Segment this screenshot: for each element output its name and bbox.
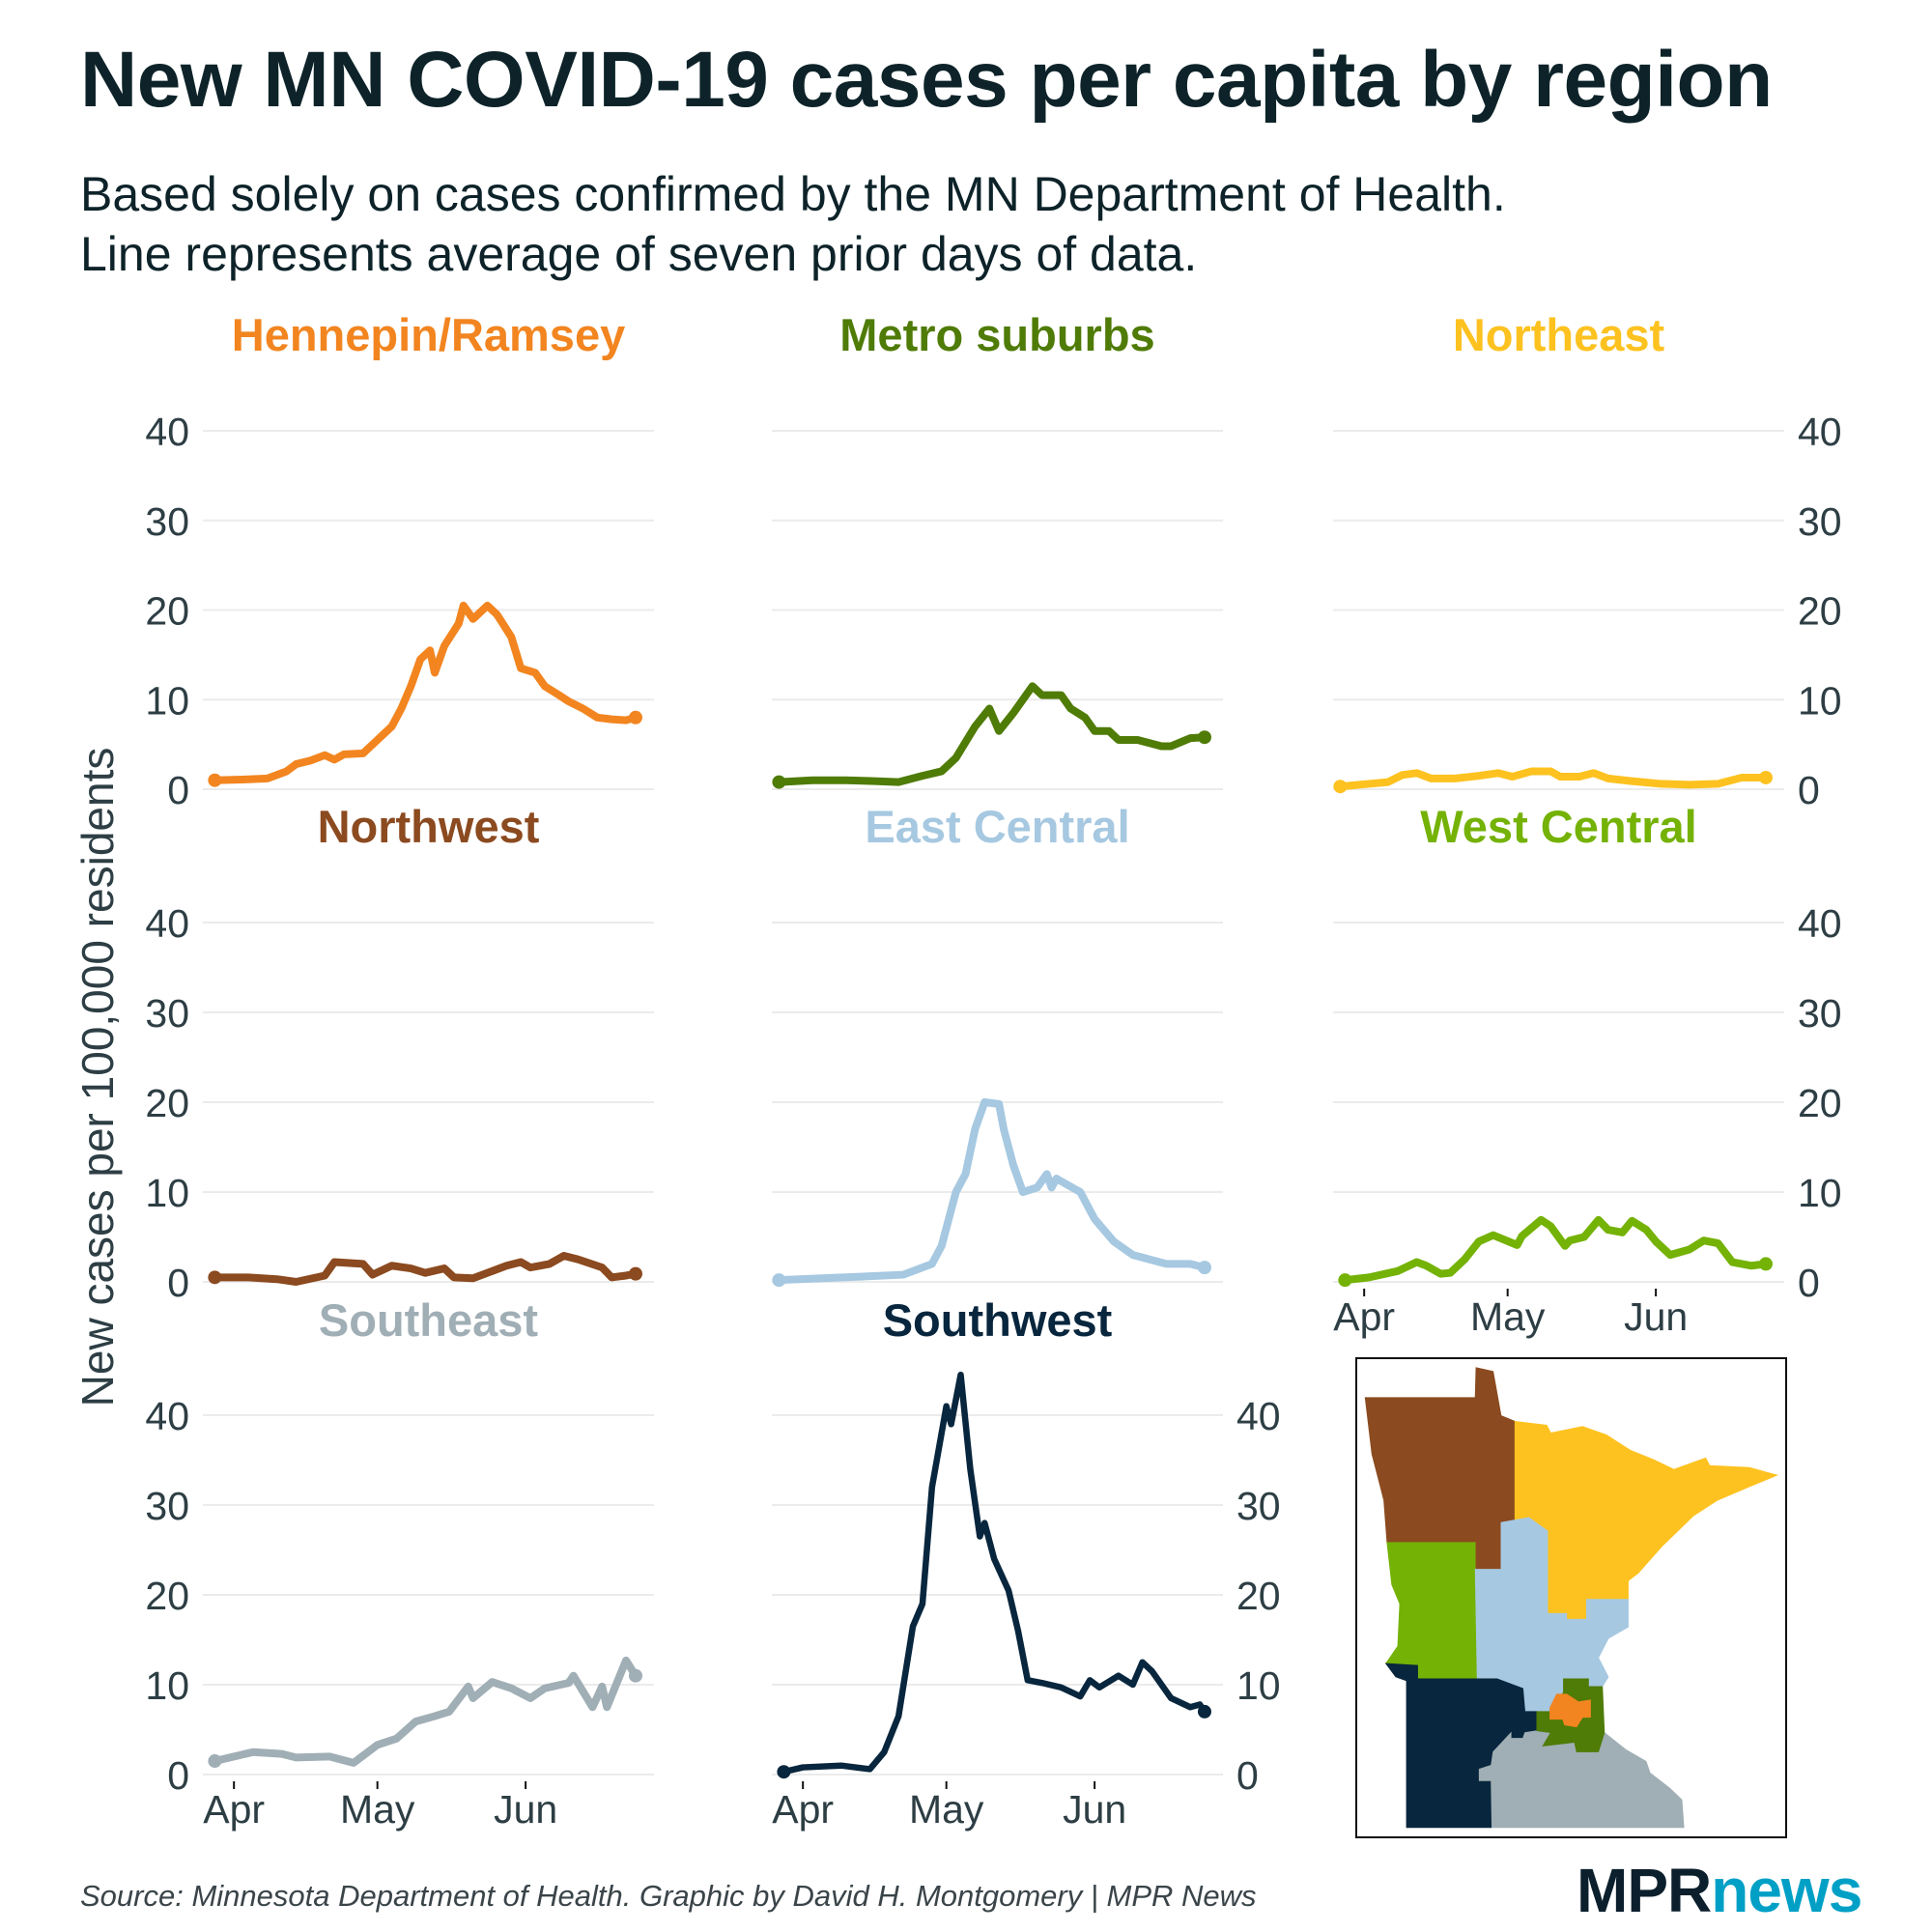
y-tick-label: 10 [145,1171,189,1215]
series-line [1341,1215,1770,1285]
panel-title: Northwest [318,801,540,852]
series-line [211,1656,639,1767]
region-map [1355,1357,1787,1838]
y-tick-label: 40 [1236,1394,1281,1438]
series-endpoint [772,1273,786,1288]
series-endpoint [1338,1273,1352,1288]
series-endpoint [1197,730,1211,745]
panel-west-central: West Central 0 10 20 30 40 Apr May Jun [1333,801,1842,1339]
panel-title: Hennepin/Ramsey [232,309,625,360]
y-tick-label: 0 [1798,1261,1820,1305]
y-tick-label: 20 [145,589,189,634]
panel-southeast: Southeast 0 10 20 30 40 Apr May Jun [145,1294,654,1832]
y-axis-label: New cases per 100,000 residents [72,748,123,1407]
y-tick-label: 30 [145,991,189,1036]
mpr-news-logo: MPRnews [1577,1855,1862,1926]
panel-title: Southwest [883,1294,1113,1346]
panel-hennepin-ramsey: Hennepin/Ramsey 0 10 20 30 40 [145,309,654,812]
panel-southwest: Southwest 0 10 20 30 40 Apr May Jun [772,1294,1281,1832]
series-endpoint [1197,1704,1211,1719]
series-endpoint [1197,1261,1211,1275]
y-tick-label: 20 [145,1574,189,1618]
x-tick-label: Jun [1063,1787,1126,1832]
logo-mpr: MPR [1577,1856,1712,1925]
y-tick-label: 20 [1798,1081,1842,1125]
series-line [211,601,639,784]
x-tick-label: Apr [203,1787,265,1832]
series-line [1336,767,1770,791]
x-tick-label: Jun [1624,1294,1688,1339]
panel-east-central: East Central [772,801,1223,1288]
series-endpoint [208,773,222,787]
panel-title: West Central [1420,801,1696,852]
y-tick-label: 30 [1798,499,1842,544]
y-tick-label: 30 [145,499,189,544]
panel-title: Northeast [1453,309,1665,360]
y-tick-label: 10 [145,1663,189,1708]
subtitle-line-1: Based solely on cases confirmed by the M… [80,167,1506,221]
y-tick-label: 30 [1236,1484,1281,1528]
y-tick-label: 10 [1798,1171,1842,1215]
y-tick-label: 0 [167,768,189,812]
y-tick-label: 0 [167,1261,189,1305]
source-note: Source: Minnesota Department of Health. … [80,1879,1257,1913]
x-tick-label: May [340,1787,415,1832]
x-tick-label: May [909,1787,984,1832]
series-line [781,1371,1208,1776]
y-tick-label: 20 [1798,589,1842,634]
series-endpoint [208,1754,222,1769]
y-tick-label: 10 [1798,678,1842,723]
y-tick-label: 0 [167,1753,189,1798]
series-endpoint [628,1668,642,1683]
y-tick-label: 0 [1236,1753,1259,1798]
series-endpoint [628,1266,642,1281]
y-tick-label: 40 [145,901,189,946]
y-tick-label: 10 [1236,1663,1281,1708]
y-tick-label: 40 [1798,410,1842,454]
map-region-northwest [1364,1367,1516,1570]
y-tick-label: 30 [145,1484,189,1528]
minnesota-map [1364,1367,1778,1829]
map-region-southeast [1478,1730,1685,1829]
x-tick-label: Jun [494,1787,557,1832]
series-endpoint [777,1765,791,1779]
y-tick-label: 40 [145,1394,189,1438]
subtitle-line-2: Line represents average of seven prior d… [80,227,1198,281]
y-tick-label: 40 [145,410,189,454]
y-tick-label: 20 [1236,1574,1281,1618]
panel-northwest: Northwest 0 10 20 30 40 [145,801,654,1305]
page-title: New MN COVID-19 cases per capita by regi… [80,36,1773,124]
y-tick-label: 0 [1798,768,1820,812]
series-line [211,1252,639,1286]
y-tick-label: 30 [1798,991,1842,1036]
panel-title: Southeast [319,1294,539,1346]
series-endpoint [772,775,786,789]
series-endpoint [628,710,642,724]
y-tick-label: 40 [1798,901,1842,946]
series-endpoint [1758,1257,1773,1271]
map-region-hennepin-ramsey [1549,1693,1591,1728]
panel-metro-suburbs: Metro suburbs [772,309,1223,790]
logo-news: news [1711,1856,1862,1925]
x-tick-label: Apr [772,1787,834,1832]
series-endpoint [208,1270,222,1285]
panel-title: Metro suburbs [839,309,1154,360]
x-tick-label: Apr [1333,1294,1395,1339]
x-tick-label: May [1470,1294,1546,1339]
panel-northeast: Northeast 0 10 20 30 40 [1333,309,1842,812]
series-endpoint [1333,780,1348,794]
y-tick-label: 10 [145,678,189,723]
y-tick-label: 20 [145,1081,189,1125]
map-region-west-central [1384,1542,1478,1680]
map-region-northeast [1514,1420,1778,1620]
panel-title: East Central [865,801,1129,852]
series-endpoint [1758,770,1773,784]
